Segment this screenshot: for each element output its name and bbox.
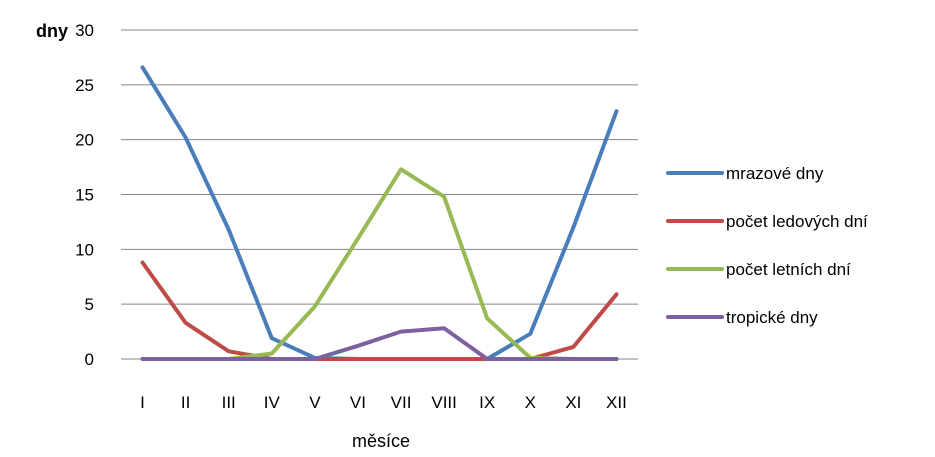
y-tick-label: 25 [75, 76, 94, 95]
y-tick-label: 5 [85, 295, 94, 314]
gridlines [121, 29, 638, 360]
x-axis-label: měsíce [352, 431, 410, 451]
y-axis-tick-labels: 0 5 10 15 20 25 30 [75, 21, 94, 369]
y-tick-label: 30 [75, 21, 94, 40]
legend-label-mrazove-dny: mrazové dny [726, 164, 824, 183]
legend-label-pocet-letnich-dni: počet letních dní [726, 260, 851, 279]
x-tick-label: XII [606, 393, 627, 412]
x-tick-label: VI [350, 393, 366, 412]
series-line-mrazove-dny [140, 65, 619, 361]
x-tick-label: II [181, 393, 190, 412]
x-tick-label: IX [479, 393, 495, 412]
y-tick-label: 10 [75, 240, 94, 259]
x-axis-tick-labels: I II III IV V VI VII VIII IX X XI XII [140, 393, 627, 412]
legend-label-pocet-ledovych-dni: počet ledových dní [726, 212, 868, 231]
x-tick-label: I [140, 393, 145, 412]
series-line-pocet-ledovych-dni [140, 260, 619, 361]
x-tick-label: IV [264, 393, 281, 412]
legend: mrazové dny počet ledových dní počet letní… [666, 164, 868, 327]
x-tick-label: III [222, 393, 236, 412]
series-line-tropicke-dny [140, 326, 619, 361]
x-tick-label: V [309, 393, 321, 412]
y-axis-label: dny [36, 21, 68, 41]
y-tick-label: 20 [75, 131, 94, 150]
y-tick-label: 15 [75, 186, 94, 205]
x-tick-label: VII [391, 393, 412, 412]
series-lines [140, 65, 619, 361]
x-tick-label: VIII [431, 393, 457, 412]
legend-label-tropicke-dny: tropické dny [726, 308, 818, 327]
x-tick-label: X [525, 393, 536, 412]
y-tick-label: 0 [85, 350, 94, 369]
x-tick-label: XI [565, 393, 581, 412]
